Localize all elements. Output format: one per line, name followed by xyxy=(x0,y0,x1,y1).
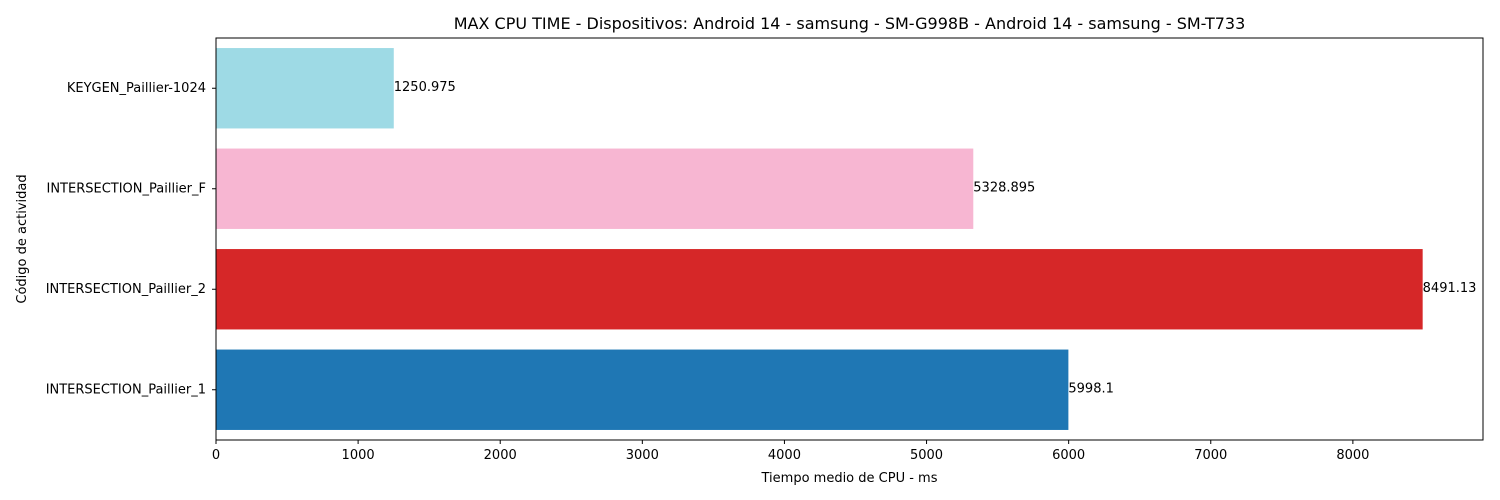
y-tick-label: INTERSECTION_Paillier_F xyxy=(46,181,206,196)
y-axis-label: Código de actividad xyxy=(15,174,30,303)
x-axis-ticks: 0 1000 2000 3000 4000 5000 6000 7000 8000 xyxy=(212,440,1369,463)
bar-INTERSECTION_Paillier_1 xyxy=(216,349,1069,430)
bar-INTERSECTION_Paillier_F xyxy=(216,148,974,229)
data-label-INTERSECTION_Paillier_2: 8491.13 xyxy=(1423,281,1477,296)
bars-group: 5998.1 8491.13 5328.895 1250.975 xyxy=(216,48,1476,430)
x-axis-label: Tiempo medio de CPU - ms xyxy=(761,471,938,486)
plot-frame xyxy=(215,37,1484,441)
bar-INTERSECTION_Paillier_2 xyxy=(216,249,1423,330)
y-axis-ticks: INTERSECTION_Paillier_1 INTERSECTION_Pail… xyxy=(46,81,216,397)
x-tick-label: 3000 xyxy=(626,448,659,463)
data-label-KEYGEN_Paillier-1024: 1250.975 xyxy=(394,80,456,95)
data-label-INTERSECTION_Paillier_F: 5328.895 xyxy=(973,180,1035,195)
x-tick-label: 0 xyxy=(212,448,220,463)
data-label-INTERSECTION_Paillier_1: 5998.1 xyxy=(1068,381,1114,396)
x-tick-label: 2000 xyxy=(484,448,517,463)
x-tick-label: 4000 xyxy=(768,448,801,463)
x-tick-label: 7000 xyxy=(1194,448,1227,463)
chart-title: MAX CPU TIME - Dispositivos: Android 14 … xyxy=(454,14,1246,33)
y-tick-label: KEYGEN_Paillier-1024 xyxy=(67,81,206,96)
x-tick-label: 8000 xyxy=(1336,448,1369,463)
y-tick-label: INTERSECTION_Paillier_2 xyxy=(46,282,206,297)
y-tick-label: INTERSECTION_Paillier_1 xyxy=(46,382,206,397)
bar-KEYGEN_Paillier-1024 xyxy=(216,48,394,129)
x-tick-label: 1000 xyxy=(342,448,375,463)
x-tick-label: 5000 xyxy=(910,448,943,463)
x-tick-label: 6000 xyxy=(1052,448,1085,463)
